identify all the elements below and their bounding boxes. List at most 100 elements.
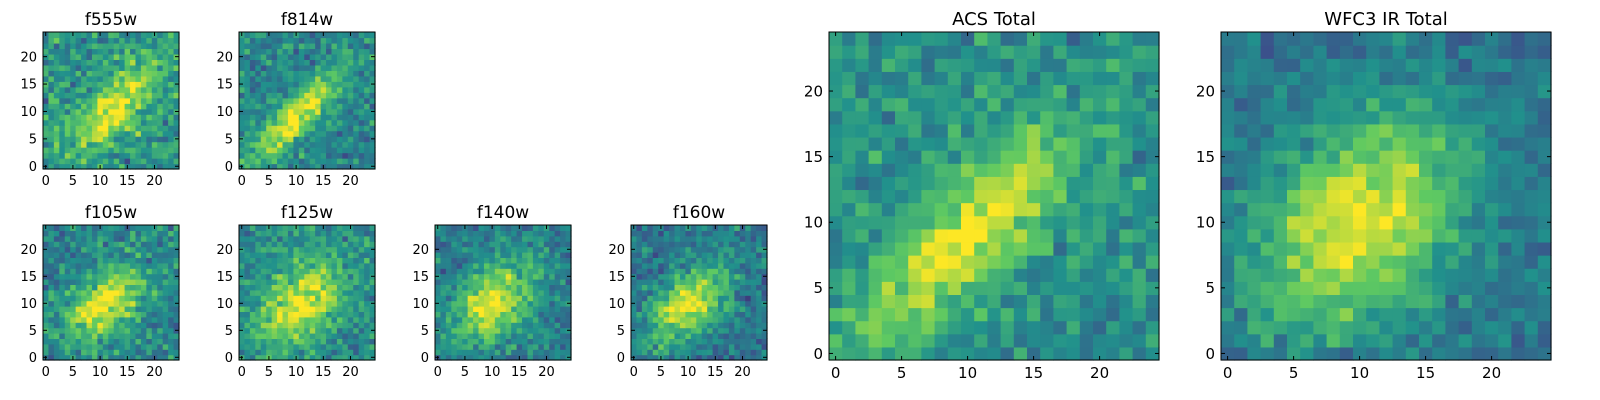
heatmap-cell [456,235,463,242]
heatmap-cell [842,32,856,46]
heatmap-cell [135,338,142,345]
heatmap-cell [1066,215,1081,230]
heatmap-cell [124,103,131,110]
heatmap-cell [494,235,501,242]
heatmap-cell [961,228,975,243]
heatmap-cell [342,230,349,237]
heatmap-cell [712,322,719,329]
heatmap-cell [1405,320,1420,335]
heatmap-cell [146,306,153,312]
heatmap-cell [1300,281,1314,295]
heatmap-cell [658,349,665,356]
heatmap-cell [1511,320,1526,335]
heatmap-cell [647,268,654,275]
heatmap-cell [707,306,714,312]
heatmap-cell [271,246,278,253]
heatmap-cell [151,48,158,55]
heatmap-cell [119,64,126,71]
heatmap-cell [342,333,349,339]
heatmap-cell [445,349,452,356]
heatmap-cell [1524,202,1539,217]
heatmap-cell [1132,320,1147,335]
heatmap-cell [255,108,262,115]
heatmap-cell [255,230,262,237]
heatmap-cell [75,338,82,345]
heatmap-cell [1132,294,1147,309]
heatmap-cell [266,338,273,345]
heatmap-cell [304,119,311,126]
heatmap-cell [326,158,333,165]
heatmap-cell [108,86,115,93]
heatmap-cell [347,97,354,104]
x-tick-label: 10 [484,365,501,380]
heatmap-cell [728,306,735,312]
heatmap-cell [336,59,343,66]
heatmap-cell [162,262,169,269]
heatmap-cell [244,273,251,280]
heatmap-cell [75,235,82,242]
heatmap-cell [331,268,338,275]
heatmap-cell [244,354,251,361]
heatmap-cell [712,273,719,280]
heatmap-cell [102,322,109,329]
heatmap-cell [358,235,365,242]
heatmap-cell [97,349,104,356]
heatmap-cell [1313,241,1328,256]
heatmap-cell [162,92,169,99]
heatmap-cell [685,300,692,307]
heatmap-cell [140,42,147,50]
heatmap-cell [1326,189,1341,204]
heatmap-cell [489,300,496,307]
heatmap-cell [1273,346,1288,361]
heatmap-cell [728,327,735,334]
heatmap-cell [1013,45,1028,59]
heatmap-cell [320,349,327,356]
heatmap-cell [440,343,447,350]
heatmap-cell [1471,307,1486,322]
heatmap-cell [560,327,567,334]
heatmap-cell [1013,202,1028,217]
heatmap-cell [124,316,131,323]
heatmap-cell [987,228,1002,243]
heatmap-cell [1247,163,1262,177]
heatmap-cell [315,108,322,115]
heatmap-cell [739,338,746,345]
heatmap-cell [277,257,284,264]
heatmap-cell [81,316,88,323]
heatmap-cell [151,86,158,93]
heatmap-cell [1221,320,1235,335]
heatmap-cell [173,92,180,99]
heatmap-cell [157,130,164,137]
heatmap-cell [1053,255,1068,269]
heatmap-cell [43,59,50,66]
heatmap-cell [102,92,109,99]
heatmap-cell [298,64,305,71]
heatmap-cell [516,246,523,253]
heatmap-cell [1353,281,1367,295]
heatmap-cell [647,252,654,258]
heatmap-cell [947,333,962,348]
heatmap-cell [91,316,98,323]
heatmap-cell [494,230,501,237]
heatmap-cell [135,316,142,323]
x-tick-label: 15 [119,174,136,189]
heatmap-cell [173,97,180,104]
heatmap-cell [53,103,60,110]
heatmap-cell [895,71,909,86]
heatmap-cell [353,136,360,143]
heatmap-cell [451,257,458,264]
heatmap-cell [135,130,142,137]
heatmap-cell [91,354,98,361]
heatmap-cell [1498,281,1512,295]
heatmap-cell [1013,32,1028,46]
heatmap-cell [146,257,153,264]
heatmap-cell [108,333,115,339]
heatmap-cell [712,262,719,269]
heatmap-cell [947,346,962,361]
heatmap-cell [679,327,686,334]
heatmap-cell [842,281,856,295]
heatmap-cell [718,225,725,231]
heatmap-cell [707,327,714,334]
heatmap-cell [282,37,289,44]
heatmap-cell [369,114,376,121]
